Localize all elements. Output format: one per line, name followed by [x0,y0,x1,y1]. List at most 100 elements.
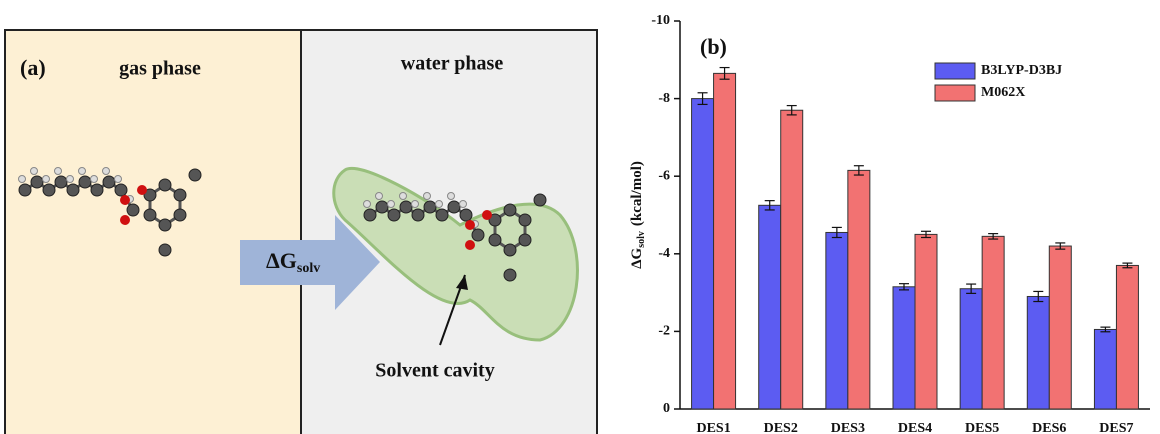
atom [448,201,460,213]
y-tick-label: -10 [651,13,670,28]
bar [1116,265,1138,409]
legend-label: M062X [981,85,1025,100]
methyl [159,244,171,256]
h-atom [388,201,395,208]
o-atom [137,185,147,195]
h-atom [31,168,38,175]
o-atom [482,210,492,220]
methyl [534,194,546,206]
y-tick-label: -6 [658,168,670,183]
x-tick-label: DES2 [764,421,798,434]
o-atom [120,195,130,205]
atom [174,189,186,201]
atom [460,209,472,221]
atom [376,201,388,213]
atom [424,201,436,213]
panel-b: 0 -2 -4 -6 -8 -10 (b) ΔGsolv (kcal/mol) DES1 DES2 D… [629,13,1150,434]
atom [31,176,43,188]
atom [504,204,516,216]
h-atom [19,176,26,183]
h-atom [91,176,98,183]
atom [400,201,412,213]
x-tick-label: DES5 [965,421,999,434]
h-atom [43,176,50,183]
atom [174,209,186,221]
x-tick-label: DES3 [831,421,865,434]
atom [159,179,171,191]
atom [519,234,531,246]
water-title: water phase [401,53,504,75]
h-atom [55,168,62,175]
cavity-label: Solvent cavity [375,360,494,382]
atom [127,204,139,216]
y-label-unit: (kcal/mol) [629,161,645,226]
y-tick-label: 0 [663,401,670,416]
o-atom [120,215,130,225]
bar [893,287,915,409]
y-tick-label: -8 [658,91,670,106]
atom [55,176,67,188]
bar [1094,329,1116,409]
atom [436,209,448,221]
bar [692,99,714,409]
atom [412,209,424,221]
bar [714,73,736,409]
h-atom [79,168,86,175]
atom [79,176,91,188]
h-atom [67,176,74,183]
atom [43,184,55,196]
legend-label: B3LYP-D3BJ [981,63,1062,78]
o-atom [465,240,475,250]
h-atom [115,176,122,183]
gas-panel [5,30,301,434]
atom [364,209,376,221]
x-tick-label: DES4 [898,421,932,434]
bar [848,170,870,409]
atom [388,209,400,221]
methyl [189,169,201,181]
y-tick-label: -2 [658,324,670,339]
h-atom [448,193,455,200]
bar [960,289,982,409]
panel-label: (b) [700,34,727,59]
h-atom [376,193,383,200]
h-atom [436,201,443,208]
x-tick-label: DES7 [1099,421,1133,434]
arrow-main: ΔG [266,248,297,273]
figure: (a) gas phase water phase ΔGsolv Solvent… [0,0,1160,434]
bar [781,110,803,409]
atom [115,184,127,196]
atom [519,214,531,226]
h-atom [460,201,467,208]
h-atom [424,193,431,200]
panel-label: (a) [20,55,46,80]
y-axis-label: ΔGsolv (kcal/mol) [629,161,647,269]
x-tick-label: DES6 [1032,421,1066,434]
h-atom [103,168,110,175]
atom [489,234,501,246]
legend-swatch [935,85,975,101]
arrow-sub: solv [297,261,320,276]
o-atom [465,220,475,230]
bar [1027,296,1049,409]
x-tick-label: DES1 [696,421,730,434]
atom [67,184,79,196]
panel-a: (a) gas phase water phase ΔGsolv Solvent… [5,30,597,434]
atom [91,184,103,196]
h-atom [364,201,371,208]
atom [19,184,31,196]
bar [1049,246,1071,409]
y-label-sub: solv [636,231,647,248]
h-atom [412,201,419,208]
atom [504,244,516,256]
atom [144,209,156,221]
bar [915,234,937,409]
methyl [504,269,516,281]
atom [103,176,115,188]
h-atom [400,193,407,200]
y-tick-label: -4 [658,246,670,261]
y-label-main: ΔG [629,247,645,268]
bar [982,236,1004,409]
bar [759,205,781,409]
gas-title: gas phase [119,58,201,80]
